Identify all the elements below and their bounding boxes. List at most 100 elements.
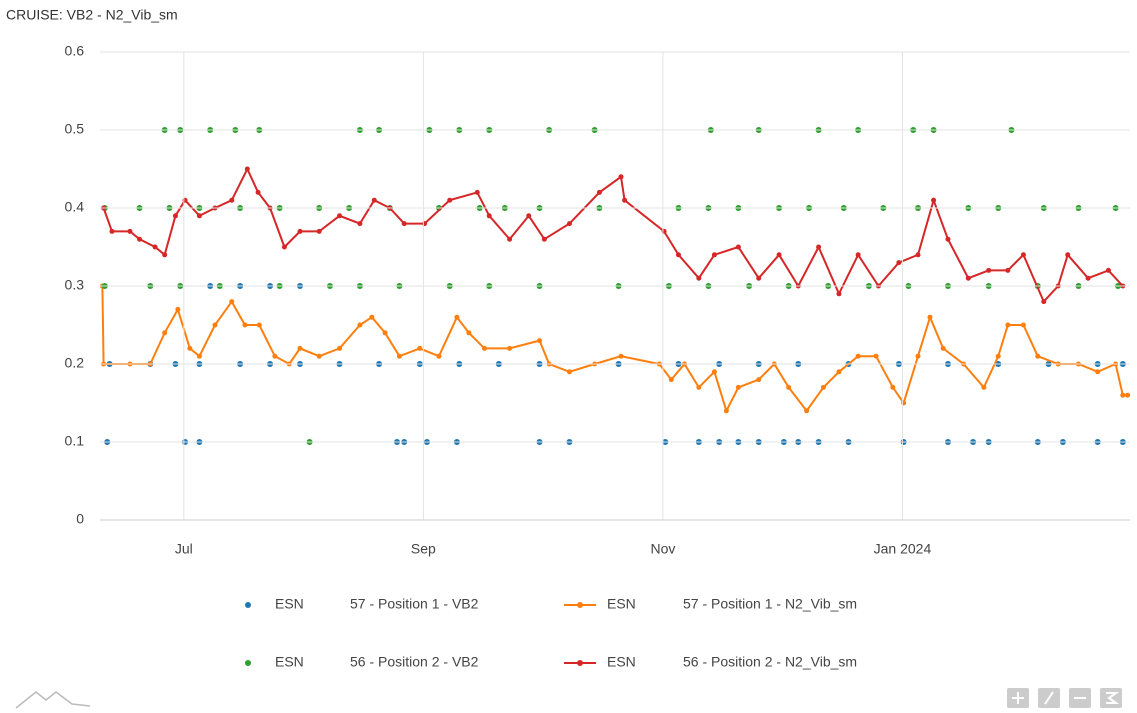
line-marker: [172, 213, 178, 219]
line-marker: [735, 244, 741, 250]
line-marker: [187, 345, 193, 351]
line-marker: [723, 408, 729, 414]
line-marker: [127, 228, 133, 234]
line-marker: [1020, 322, 1026, 328]
legend-label: 57 - Position 1 - N2_Vib_sm: [683, 596, 857, 612]
line-marker: [337, 345, 343, 351]
line-marker: [711, 369, 717, 375]
legend-marker: [577, 602, 583, 608]
line-marker: [661, 228, 667, 234]
chart-title: CRUISE: VB2 - N2_Vib_sm: [6, 7, 178, 23]
line-marker: [618, 174, 624, 180]
line-marker: [756, 275, 762, 281]
line-marker: [915, 252, 921, 258]
line-marker: [696, 275, 702, 281]
line-marker: [281, 244, 287, 250]
line-marker: [454, 314, 460, 320]
legend-prefix: ESN: [275, 654, 304, 670]
line-marker: [1020, 252, 1026, 258]
y-tick-label: 0: [76, 511, 84, 527]
line-marker: [297, 228, 303, 234]
line-marker: [371, 197, 377, 203]
line-marker: [244, 166, 250, 172]
line-marker: [196, 353, 202, 359]
line-marker: [109, 228, 115, 234]
line-marker: [537, 338, 543, 344]
line-marker: [242, 322, 248, 328]
legend-prefix: ESN: [607, 654, 636, 670]
line-marker: [337, 213, 343, 219]
series-line: [101, 285, 1128, 414]
line-marker: [297, 345, 303, 351]
line-marker: [986, 267, 992, 273]
line-marker: [965, 275, 971, 281]
line-marker: [901, 400, 907, 406]
logo: [15, 691, 91, 709]
line-marker: [526, 213, 532, 219]
reset-button[interactable]: [1100, 688, 1122, 708]
line-marker: [940, 345, 946, 351]
line-marker: [816, 244, 822, 250]
line-marker: [896, 260, 902, 266]
x-tick-label: Sep: [411, 541, 436, 557]
legend-marker: [245, 602, 251, 608]
line-marker: [162, 252, 168, 258]
legend-marker: [245, 660, 251, 666]
line-marker: [1035, 353, 1041, 359]
legend-label: 56 - Position 2 - VB2: [350, 654, 479, 670]
line-marker: [447, 197, 453, 203]
line-marker: [229, 197, 235, 203]
line-marker: [396, 353, 402, 359]
line-marker: [422, 221, 428, 227]
line-marker: [369, 314, 375, 320]
line-marker: [1085, 275, 1091, 281]
line-marker: [486, 213, 492, 219]
line-marker: [836, 291, 842, 297]
line-marker: [229, 299, 235, 305]
line-marker: [357, 322, 363, 328]
line-marker: [1125, 392, 1131, 398]
line-marker: [1095, 369, 1101, 375]
line-marker: [566, 369, 572, 375]
line-marker: [162, 330, 168, 336]
line-marker: [182, 197, 188, 203]
line-marker: [735, 384, 741, 390]
legend-label: 56 - Position 2 - N2_Vib_sm: [683, 654, 857, 670]
toolbar-icons: [1012, 691, 1120, 705]
line-marker: [417, 345, 423, 351]
line-marker: [255, 189, 261, 195]
line-marker: [915, 353, 921, 359]
line-marker: [995, 353, 1001, 359]
line-marker: [836, 369, 842, 375]
y-tick-label: 0.4: [65, 199, 85, 215]
line-marker: [618, 353, 624, 359]
plot-area: [99, 127, 1131, 445]
line-marker: [401, 221, 407, 227]
x-tick-label: Jan 2024: [874, 541, 932, 557]
line-marker: [436, 353, 442, 359]
line-marker: [152, 244, 158, 250]
line-marker: [873, 353, 879, 359]
line-marker: [316, 353, 322, 359]
line-marker: [855, 353, 861, 359]
legend-prefix: ESN: [275, 596, 304, 612]
toolbar[interactable]: [1007, 688, 1122, 708]
line-marker: [668, 377, 674, 383]
line-marker: [855, 252, 861, 258]
line-marker: [675, 252, 681, 258]
line-marker: [1005, 267, 1011, 273]
line-marker: [507, 236, 513, 242]
y-tick-label: 0.3: [65, 277, 85, 293]
line-marker: [756, 377, 762, 383]
series-line: [102, 166, 1124, 304]
line-marker: [927, 314, 933, 320]
x-tick-label: Jul: [175, 541, 193, 557]
y-tick-label: 0.6: [65, 43, 85, 59]
line-marker: [622, 197, 628, 203]
y-tick-label: 0.1: [65, 433, 85, 449]
line-marker: [1005, 322, 1011, 328]
line-marker: [711, 252, 717, 258]
line-marker: [786, 384, 792, 390]
